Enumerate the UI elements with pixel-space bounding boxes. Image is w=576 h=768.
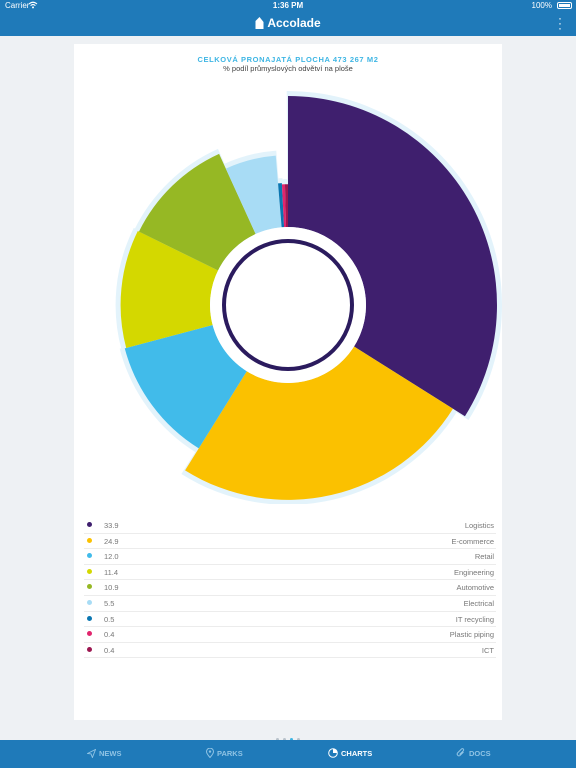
legend-value: 10.9 bbox=[104, 583, 119, 593]
legend-color-dot bbox=[87, 537, 92, 543]
accolade-logo-icon bbox=[255, 17, 264, 32]
map-pin-icon bbox=[205, 747, 215, 759]
legend-row[interactable]: 0.4 ICT bbox=[84, 643, 496, 659]
pie-chart bbox=[115, 91, 502, 504]
legend-row[interactable]: 11.4 Engineering bbox=[84, 565, 496, 581]
page-indicator bbox=[0, 728, 576, 746]
legend-label: Retail bbox=[474, 552, 494, 562]
carrier-name: Carrier bbox=[5, 1, 30, 10]
tab-label: PARKS bbox=[217, 749, 243, 758]
legend-row[interactable]: 24.9 E-commerce bbox=[84, 534, 496, 550]
legend-value: 0.5 bbox=[104, 614, 115, 624]
legend-color-dot bbox=[87, 599, 92, 605]
navigation-bar: Accolade · · · bbox=[0, 12, 576, 36]
battery-percent: 100% bbox=[531, 1, 552, 10]
page-dot[interactable] bbox=[290, 738, 293, 741]
pie-slice-it-recycling[interactable] bbox=[278, 183, 285, 228]
paperclip-icon bbox=[456, 748, 465, 757]
legend-value: 33.9 bbox=[104, 521, 119, 530]
pie-slice-plastic-piping[interactable] bbox=[281, 184, 287, 228]
center-ring bbox=[222, 239, 354, 371]
legend-row[interactable]: 10.9 Automotive bbox=[84, 580, 496, 596]
wifi-icon bbox=[28, 1, 38, 11]
page-dot[interactable] bbox=[276, 738, 279, 741]
pie-slice-e-commerce[interactable] bbox=[185, 346, 453, 500]
legend-label: Automotive bbox=[456, 583, 494, 593]
legend-label: IT recycling bbox=[455, 614, 494, 624]
legend-label: Logistics bbox=[464, 521, 494, 530]
legend-label: ICT bbox=[481, 645, 494, 655]
donut-center bbox=[210, 227, 366, 383]
pie-slice-ict[interactable] bbox=[284, 184, 288, 228]
pie-slice-retail[interactable] bbox=[124, 325, 247, 449]
legend-label: E-commerce bbox=[451, 536, 494, 546]
legend-label: Plastic piping bbox=[449, 630, 494, 640]
status-bar: Carrier 1:36 PM 100% bbox=[0, 0, 576, 12]
legend-color-dot bbox=[87, 631, 92, 637]
chart-title: CELKOVÁ PRONAJATÁ PLOCHA 473 267 M2 bbox=[197, 55, 379, 64]
legend-value: 11.4 bbox=[104, 567, 119, 577]
legend-row[interactable]: 5.5 Electrical bbox=[84, 596, 496, 612]
legend-value: 0.4 bbox=[104, 645, 115, 655]
legend-row[interactable]: 0.4 Plastic piping bbox=[84, 627, 496, 643]
tab-bar: NEWS PARKS CHARTS DOCS bbox=[0, 740, 576, 768]
legend-value: 12.0 bbox=[104, 552, 119, 562]
tab-parks[interactable]: PARKS bbox=[205, 740, 243, 768]
tab-docs[interactable]: DOCS bbox=[456, 740, 491, 768]
legend-row[interactable]: 12.0 Retail bbox=[84, 549, 496, 565]
legend-color-dot bbox=[87, 568, 92, 574]
chart-card: CELKOVÁ PRONAJATÁ PLOCHA 473 267 M2 % po… bbox=[74, 44, 502, 720]
send-icon bbox=[85, 748, 97, 759]
legend-label: Electrical bbox=[463, 598, 494, 608]
legend-color-dot bbox=[87, 553, 92, 559]
legend-value: 0.4 bbox=[104, 630, 115, 640]
page-dot[interactable] bbox=[283, 738, 286, 741]
tab-label: DOCS bbox=[469, 749, 491, 758]
app-title: Accolade bbox=[267, 16, 321, 30]
tab-charts[interactable]: CHARTS bbox=[328, 740, 372, 768]
tab-news[interactable]: NEWS bbox=[85, 740, 122, 768]
chart-legend: 33.9 Logistics 24.9 E-commerce 12.0 Retail 11.… bbox=[84, 518, 496, 659]
pie-slice-engineering[interactable] bbox=[120, 231, 219, 348]
tab-label: NEWS bbox=[99, 749, 122, 758]
chart-subtitle: % podíl průmyslových odvětví na ploše bbox=[223, 64, 353, 73]
legend-row[interactable]: 0.5 IT recycling bbox=[84, 612, 496, 628]
page-dot[interactable] bbox=[297, 738, 300, 741]
legend-label: Engineering bbox=[453, 567, 494, 577]
clock-time: 1:36 PM bbox=[272, 1, 304, 10]
pie-slice-logistics[interactable] bbox=[288, 96, 497, 417]
pie-slice-electrical[interactable] bbox=[225, 155, 282, 235]
legend-color-dot bbox=[87, 646, 92, 652]
more-options-icon[interactable]: · · · bbox=[558, 11, 562, 35]
legend-color-dot bbox=[87, 522, 92, 527]
legend-row[interactable]: 33.9 Logistics bbox=[84, 518, 496, 534]
legend-value: 24.9 bbox=[104, 536, 119, 546]
pie-chart-icon bbox=[328, 748, 338, 758]
legend-value: 5.5 bbox=[104, 598, 115, 608]
app-brand: Accolade bbox=[0, 16, 576, 32]
battery-icon bbox=[557, 2, 572, 9]
legend-color-dot bbox=[87, 615, 92, 621]
tab-label: CHARTS bbox=[341, 749, 373, 758]
pie-slice-automotive[interactable] bbox=[138, 153, 256, 271]
legend-color-dot bbox=[87, 584, 92, 590]
